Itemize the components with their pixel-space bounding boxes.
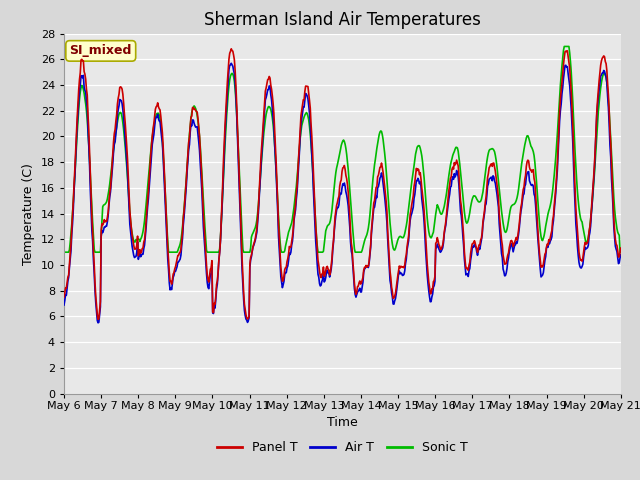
Text: SI_mixed: SI_mixed	[70, 44, 132, 58]
Panel T	[185, 139, 193, 145]
Sonic T	[184, 153, 192, 158]
Panel T	[60, 294, 68, 300]
Air T	[214, 270, 222, 276]
X-axis label: Time: Time	[327, 416, 358, 429]
Sonic T	[617, 249, 625, 255]
Panel T	[227, 46, 235, 52]
Line: Air T: Air T	[64, 63, 621, 323]
Panel T	[214, 269, 222, 275]
Air T	[185, 146, 193, 152]
Panel T	[94, 316, 102, 322]
Title: Sherman Island Air Temperatures: Sherman Island Air Temperatures	[204, 11, 481, 29]
Panel T	[617, 245, 625, 251]
Line: Sonic T: Sonic T	[64, 47, 621, 252]
Air T	[617, 252, 625, 257]
Panel T	[412, 172, 419, 178]
Y-axis label: Temperature (C): Temperature (C)	[22, 163, 35, 264]
Sonic T	[426, 234, 434, 240]
Sonic T	[561, 44, 568, 49]
Air T	[60, 302, 68, 308]
Sonic T	[60, 249, 68, 255]
Panel T	[428, 286, 436, 292]
Air T	[428, 294, 436, 300]
Panel T	[128, 232, 136, 238]
Legend: Panel T, Air T, Sonic T: Panel T, Air T, Sonic T	[212, 436, 472, 459]
Sonic T	[410, 163, 418, 168]
Sonic T	[214, 249, 221, 255]
Sonic T	[127, 226, 135, 231]
Sonic T	[70, 187, 78, 192]
Panel T	[70, 181, 78, 187]
Line: Panel T: Panel T	[64, 49, 621, 319]
Air T	[94, 320, 102, 326]
Air T	[227, 60, 235, 66]
Air T	[70, 188, 78, 193]
Air T	[128, 243, 136, 249]
Air T	[412, 185, 419, 191]
